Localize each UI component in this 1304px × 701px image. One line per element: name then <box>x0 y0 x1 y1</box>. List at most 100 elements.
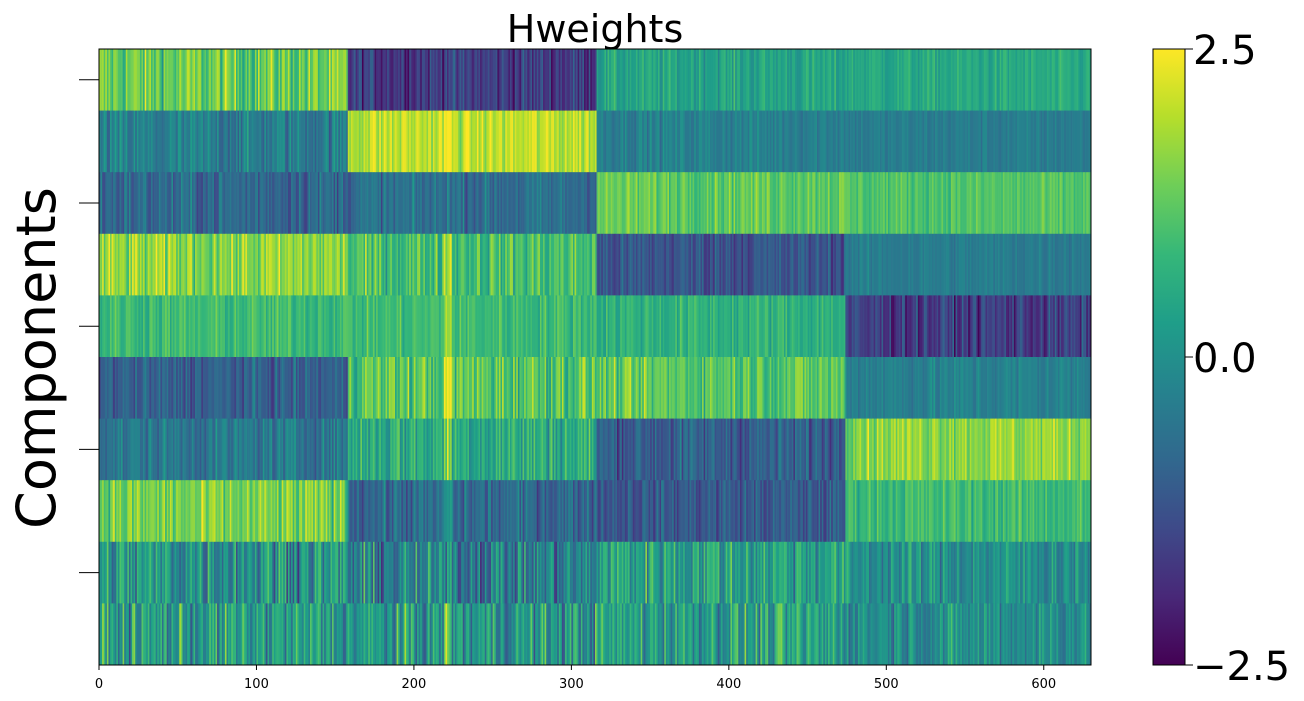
heatmap-cell <box>618 172 621 235</box>
heatmap-cell <box>859 49 862 112</box>
heatmap-cell <box>99 480 101 543</box>
heatmap-cell <box>484 295 487 358</box>
heatmap-cell <box>990 233 993 296</box>
heatmap-cell <box>646 172 649 235</box>
heatmap-cell <box>903 233 906 296</box>
heatmap-cell <box>563 233 566 296</box>
heatmap-cell <box>371 49 374 112</box>
heatmap-cell <box>939 480 942 543</box>
heatmap-cell <box>711 418 714 481</box>
heatmap-cell <box>103 480 106 543</box>
heatmap-cell <box>906 357 909 420</box>
heatmap-cell <box>322 172 325 235</box>
heatmap-cell <box>754 357 756 420</box>
heatmap-cell <box>843 233 846 296</box>
heatmap-cell <box>812 418 815 481</box>
heatmap-cell <box>621 418 624 481</box>
heatmap-cell <box>766 49 769 112</box>
heatmap-cell <box>459 49 462 112</box>
heatmap-cell <box>985 357 988 420</box>
heatmap-cell <box>547 480 550 543</box>
heatmap-cell <box>114 295 117 358</box>
heatmap-cell <box>187 110 190 173</box>
heatmap-cell <box>1065 49 1068 112</box>
heatmap-cell <box>963 295 966 358</box>
heatmap-row <box>99 233 1092 296</box>
heatmap-cell <box>483 418 486 481</box>
heatmap-cell <box>1062 295 1065 358</box>
heatmap-cell <box>264 357 267 420</box>
heatmap-cell <box>467 480 470 543</box>
heatmap-cell <box>615 480 618 543</box>
heatmap-cell <box>987 172 989 235</box>
heatmap-cell <box>965 172 967 235</box>
heatmap-cell <box>478 357 481 420</box>
heatmap-cell <box>640 418 643 481</box>
heatmap-cell <box>749 295 752 358</box>
heatmap-cell <box>1050 172 1052 235</box>
heatmap-cell <box>377 295 380 358</box>
heatmap-cell <box>456 172 459 235</box>
heatmap-cell <box>772 418 775 481</box>
heatmap-cell <box>435 357 438 420</box>
heatmap-cell <box>1083 110 1086 173</box>
heatmap-cell <box>335 418 338 481</box>
heatmap-cell <box>251 172 254 235</box>
heatmap-cell <box>892 418 895 481</box>
heatmap-cell <box>1035 357 1038 420</box>
heatmap-cell <box>840 480 843 543</box>
heatmap-cell <box>470 295 473 358</box>
heatmap-cell <box>569 233 572 296</box>
heatmap-cell <box>697 357 700 420</box>
heatmap-cell <box>185 357 188 420</box>
heatmap-cell <box>176 233 179 296</box>
heatmap-cell <box>439 110 442 173</box>
heatmap-cell <box>588 418 591 481</box>
heatmap-cell <box>505 172 508 235</box>
heatmap-cell <box>344 480 347 543</box>
heatmap-cell <box>826 49 829 112</box>
heatmap-cell <box>952 233 955 296</box>
heatmap-cell <box>454 172 457 235</box>
heatmap-cell <box>513 480 516 543</box>
heatmap-cell <box>788 357 791 420</box>
heatmap-cell <box>310 49 312 112</box>
heatmap-cell <box>366 418 369 481</box>
heatmap-cell <box>150 110 153 173</box>
heatmap-cell <box>533 418 536 481</box>
heatmap-cell <box>508 172 511 235</box>
heatmap-cell <box>371 110 374 173</box>
heatmap-cell <box>716 233 719 296</box>
heatmap-cell <box>372 49 375 112</box>
heatmap-cell <box>922 480 925 543</box>
heatmap-cell <box>664 233 667 296</box>
heatmap-cell <box>544 357 547 420</box>
heatmap-cell <box>957 418 960 481</box>
heatmap-cell <box>606 418 608 481</box>
heatmap-cell <box>341 233 344 296</box>
heatmap-cell <box>456 480 459 543</box>
heatmap-cell <box>613 480 616 543</box>
heatmap-cell <box>292 110 295 173</box>
heatmap-cell <box>988 49 991 112</box>
heatmap-cell <box>788 233 791 296</box>
heatmap-cell <box>917 110 920 173</box>
heatmap-cell <box>261 295 264 358</box>
heatmap-cell <box>528 49 531 112</box>
heatmap-cell <box>406 357 408 420</box>
heatmap-cell <box>407 480 410 543</box>
heatmap-cell <box>771 480 774 543</box>
heatmap-cell <box>765 172 767 235</box>
heatmap-cell <box>456 110 459 173</box>
heatmap-cell <box>210 233 213 296</box>
heatmap-cell <box>574 295 577 358</box>
heatmap-cell <box>842 295 845 358</box>
heatmap-cell <box>617 480 619 543</box>
heatmap-cell <box>456 49 459 112</box>
heatmap-cell <box>632 418 635 481</box>
heatmap-cell <box>152 357 155 420</box>
heatmap-cell <box>741 49 744 112</box>
heatmap-cell <box>561 418 564 481</box>
heatmap-cell <box>330 480 333 543</box>
heatmap-cell <box>346 233 349 296</box>
